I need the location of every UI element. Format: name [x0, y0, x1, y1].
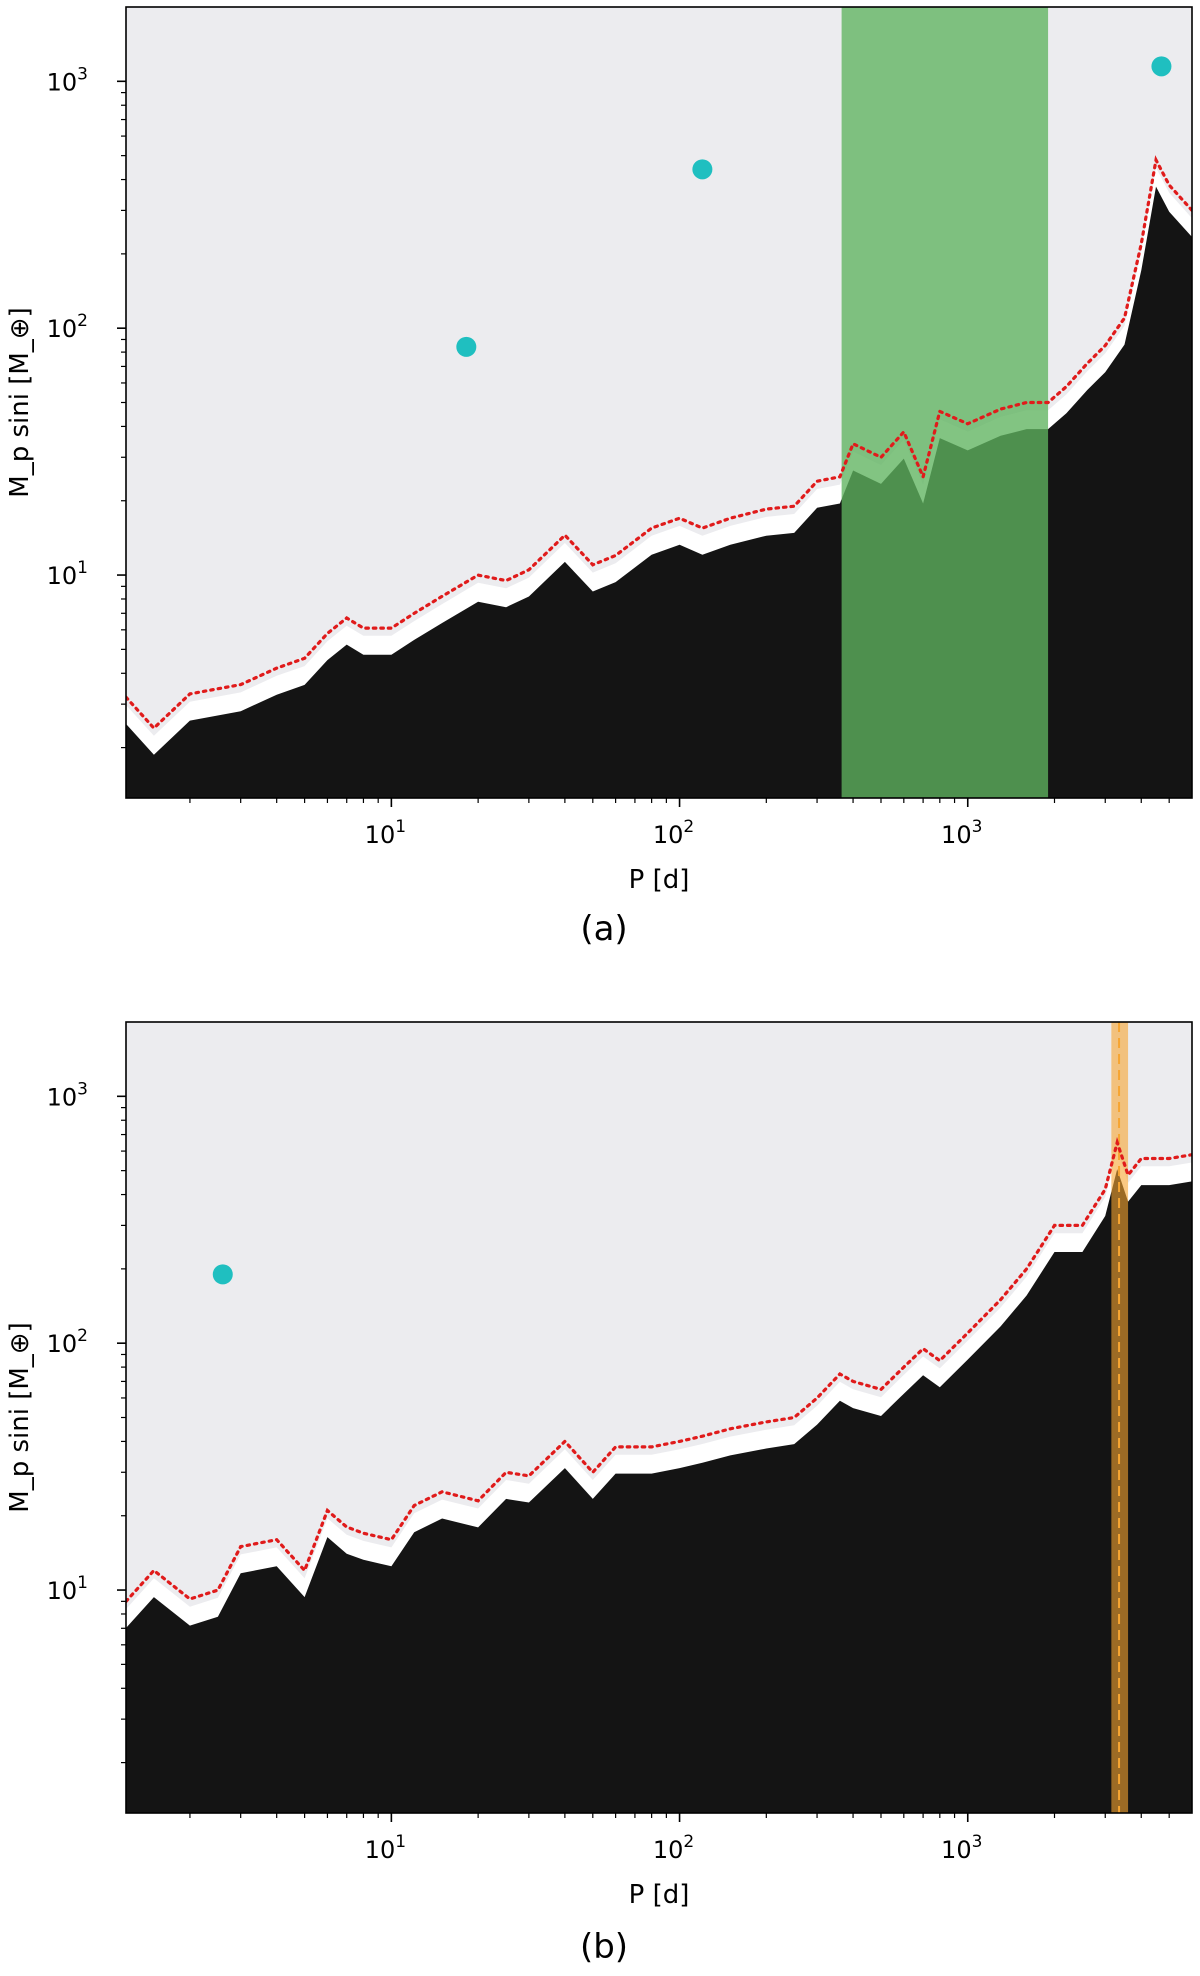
- x-axis-label: P [d]: [629, 865, 690, 895]
- habitable-zone-band: [841, 7, 1049, 798]
- detection-limit-curve: [126, 155, 1192, 731]
- x-tick-exponent: 3: [972, 1832, 983, 1852]
- x-axis-label: P [d]: [629, 1880, 690, 1910]
- x-tick-exponent: 2: [683, 1832, 694, 1852]
- y-tick-exponent: 2: [77, 311, 88, 331]
- x-tick-label: 101: [365, 1832, 406, 1864]
- x-tick-label: 103: [941, 1832, 982, 1864]
- y-tick-exponent: 1: [77, 1573, 88, 1593]
- y-tick-base: 10: [47, 1577, 78, 1605]
- y-tick-label: 102: [47, 311, 88, 343]
- x-tick-exponent: 3: [972, 817, 983, 837]
- y-tick-base: 10: [47, 315, 78, 343]
- x-tick-label: 102: [653, 817, 694, 849]
- planet-marker-3: [1151, 56, 1172, 77]
- panel-label: (a): [580, 909, 627, 949]
- y-tick-base: 10: [47, 562, 78, 590]
- x-tick-exponent: 1: [395, 817, 406, 837]
- excluded-region: [126, 1169, 1192, 1813]
- x-tick-label: 102: [653, 1832, 694, 1864]
- x-tick-base: 10: [941, 821, 972, 849]
- y-axis-label: M_p sini [M_⊕]: [5, 307, 35, 497]
- y-tick-exponent: 3: [77, 1079, 88, 1099]
- y-tick-base: 10: [47, 68, 78, 96]
- x-tick-label: 101: [365, 817, 406, 849]
- y-tick-label: 101: [47, 1573, 88, 1605]
- panel-label: (b): [580, 1927, 628, 1967]
- x-tick-base: 10: [653, 1836, 684, 1864]
- planet-marker-1: [456, 336, 477, 357]
- x-tick-base: 10: [941, 1836, 972, 1864]
- y-tick-base: 10: [47, 1330, 78, 1358]
- x-tick-exponent: 1: [395, 1832, 406, 1852]
- plot-area: [126, 1022, 1192, 1813]
- x-tick-base: 10: [653, 821, 684, 849]
- y-tick-exponent: 2: [77, 1326, 88, 1346]
- y-tick-exponent: 3: [77, 64, 88, 84]
- y-tick-base: 10: [47, 1083, 78, 1111]
- planet-marker-1: [212, 1264, 233, 1285]
- x-tick-base: 10: [365, 821, 396, 849]
- y-tick-label: 103: [47, 1079, 88, 1111]
- planet-marker-2: [692, 159, 713, 180]
- y-tick-label: 102: [47, 1326, 88, 1358]
- x-tick-exponent: 2: [683, 817, 694, 837]
- x-tick-base: 10: [365, 1836, 396, 1864]
- y-axis-label: M_p sini [M_⊕]: [5, 1322, 35, 1512]
- y-tick-exponent: 1: [77, 558, 88, 578]
- y-tick-label: 101: [47, 558, 88, 590]
- plot-area: [126, 7, 1192, 798]
- x-tick-label: 103: [941, 817, 982, 849]
- detection-limit-curve: [126, 1136, 1192, 1603]
- orbit-band: [1111, 1022, 1129, 1813]
- y-tick-label: 103: [47, 64, 88, 96]
